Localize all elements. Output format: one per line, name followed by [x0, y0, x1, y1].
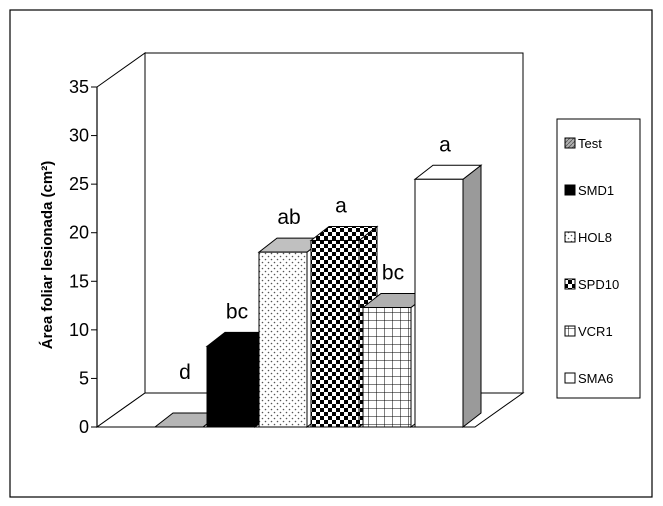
bar-front: [414, 178, 464, 428]
legend-swatch: [564, 184, 576, 196]
significance-letter-hol8: ab: [277, 206, 300, 229]
y-tick-label: 0: [79, 417, 89, 437]
legend: Test SMD1 HOL8 SPD10 VCR1 SMA6: [556, 118, 641, 399]
y-tick-label: 15: [69, 271, 89, 291]
legend-label: SPD10: [578, 277, 619, 292]
significance-letter-spd10: a: [335, 194, 347, 217]
legend-label: VCR1: [578, 324, 613, 339]
y-tick-label: 10: [69, 320, 89, 340]
bar-sma6: [413, 164, 483, 429]
legend-swatch: [564, 231, 576, 243]
significance-labels: d bc ab a bc a: [179, 133, 451, 384]
significance-letter-sma6: a: [439, 133, 451, 156]
legend-label: HOL8: [578, 230, 612, 245]
significance-letter-vcr1: bc: [382, 262, 404, 285]
y-tick-label: 25: [69, 174, 89, 194]
legend-item-smd1: SMD1: [564, 183, 614, 198]
legend-item-test: Test: [564, 136, 602, 151]
legend-swatch: [564, 325, 576, 337]
bar-front: [310, 239, 360, 428]
significance-letter-test: d: [179, 361, 191, 384]
legend-swatch: [564, 278, 576, 290]
legend-label: Test: [578, 136, 602, 151]
side-wall: [96, 52, 146, 428]
bar-front: [258, 251, 308, 428]
bar-front: [362, 307, 412, 428]
bar-front: [206, 345, 256, 428]
legend-item-sma6: SMA6: [564, 371, 613, 386]
bar-side: [462, 164, 482, 429]
legend-item-vcr1: VCR1: [564, 324, 613, 339]
y-tick-label: 35: [69, 77, 89, 97]
legend-item-hol8: HOL8: [564, 230, 612, 245]
legend-label: SMA6: [578, 371, 613, 386]
legend-swatch: [564, 372, 576, 384]
y-axis-label: Área foliar lesionada (cm²): [39, 161, 56, 349]
y-tick-label: 20: [69, 223, 89, 243]
legend-box: [556, 118, 641, 399]
significance-letter-smd1: bc: [226, 300, 248, 323]
legend-label: SMD1: [578, 183, 614, 198]
bars: [153, 164, 483, 429]
y-tick-label: 5: [79, 368, 89, 388]
y-tick-label: 30: [69, 126, 89, 146]
legend-swatch: [564, 137, 576, 149]
legend-item-spd10: SPD10: [564, 277, 619, 292]
